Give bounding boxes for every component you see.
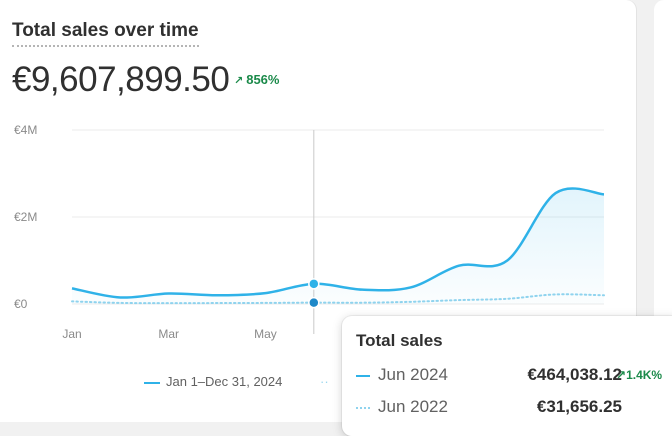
tooltip-value: €31,656.25: [536, 397, 622, 416]
data-point-current: [308, 278, 320, 290]
series-line-current: [71, 187, 605, 299]
tooltip-period: Jun 2022: [378, 397, 448, 416]
x-tick-label: Jan: [62, 327, 81, 341]
chart-title[interactable]: Total sales over time: [12, 20, 199, 47]
y-tick-label: €0: [14, 297, 28, 311]
tooltip-title: Total sales: [356, 331, 443, 350]
x-tick-label: Mar: [158, 327, 179, 341]
legend-current-label: Jan 1–Dec 31, 2024: [166, 374, 283, 389]
tooltip-period: Jun 2024: [378, 365, 448, 384]
change-percent: 856%: [246, 72, 280, 87]
tooltip-swatch-solid: [356, 374, 370, 377]
y-tick-label: €2M: [14, 210, 37, 224]
data-point-previous: [308, 296, 320, 309]
tooltip-swatch-dotted: [356, 406, 370, 409]
tooltip-row-previous: Jun 2022 €31,656.25: [356, 397, 622, 419]
legend-current[interactable]: Jan 1–Dec 31, 2024: [144, 374, 282, 389]
arrow-up-right-icon: ↗: [616, 368, 627, 382]
tooltip-value: €464,038.12: [527, 365, 622, 384]
tooltip-row-current: Jun 2024 €464,038.12: [356, 365, 622, 387]
sales-line-chart[interactable]: €0 €2M €4M Jan Mar May: [0, 0, 636, 422]
arrow-up-right-icon: ↗: [234, 75, 244, 87]
series-line-previous: [71, 293, 605, 305]
legend-swatch-solid: [144, 381, 160, 384]
chart-tooltip: Total sales Jun 2024 €464,038.12 ↗1.4K% J…: [342, 316, 672, 436]
y-tick-label: €4M: [14, 123, 37, 137]
tooltip-change-value: 1.4K%: [626, 368, 663, 382]
series-area: [72, 188, 604, 304]
tooltip-change: ↗1.4K%: [616, 368, 662, 382]
sales-card: Total sales over time €9,607,899.50 ↗ 856…: [0, 0, 636, 422]
change-badge: ↗ 856%: [234, 72, 279, 87]
legend-previous-marker[interactable]: ··: [320, 374, 329, 389]
x-tick-label: May: [254, 327, 277, 341]
total-sales-value: €9,607,899.50: [12, 60, 230, 99]
